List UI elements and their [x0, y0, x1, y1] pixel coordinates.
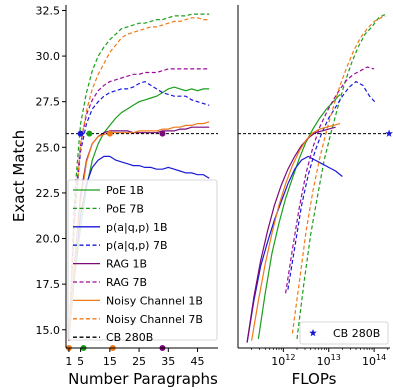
left-legend-label-poe-1b: PoE 1B [106, 184, 144, 197]
left-x-tick-label: 35 [161, 355, 175, 368]
left-legend-label-rag-1b: RAG 1B [106, 258, 147, 271]
right-x-axis-label: FLOPs [292, 370, 337, 388]
left-marker-3 [159, 130, 166, 137]
left-legend-label-rag-7b: RAG 7B [106, 276, 147, 289]
left-x-tick-label: 5 [77, 355, 84, 368]
left-y-tick-label: 22.5 [36, 187, 61, 200]
right-chart-panel: 1012 1013 1014 CB 280B FLOPs [237, 5, 393, 388]
left-series-p-a-q-p-7b [68, 80, 210, 341]
left-marker-1 [86, 130, 93, 137]
left-legend-label-poe-7b: PoE 7B [106, 202, 144, 215]
left-y-axis-label: Exact Match [10, 130, 28, 222]
left-legend-label-cb-280b: CB 280B [106, 331, 153, 344]
left-series-rag-7b [68, 68, 210, 341]
right-star-point-cb-280b [385, 129, 393, 137]
right-series-p-a-q-p-1b [246, 155, 343, 343]
left-y-tick-label: 27.5 [36, 96, 61, 109]
left-x-tick-group: 1 5 15 25 35 45 [65, 348, 205, 368]
left-y-tick-label: 25.0 [36, 141, 61, 154]
right-x-tick-label: 1014 [362, 353, 386, 368]
left-x-tick-label: 25 [132, 355, 146, 368]
right-x-tick-label: 1013 [317, 353, 341, 368]
left-legend-label-p-a-q-p-7b: p(a|q,p) 7B [106, 239, 168, 252]
right-x-tick-group: 1012 1013 1014 [251, 348, 389, 368]
left-y-tick-label: 20.0 [36, 233, 61, 246]
left-legend-label-p-a-q-p-1b: p(a|q,p) 1B [106, 221, 168, 234]
left-series-noisy-channel-7b [68, 17, 210, 339]
left-y-tick-label: 15.0 [36, 324, 61, 337]
left-legend: PoE 1B PoE 7B p(a|q,p) 1B p(a|q,p) 7B RAG 1B… [67, 179, 218, 344]
right-series-group [238, 13, 393, 343]
left-x-tick-label: 15 [103, 355, 117, 368]
right-legend: CB 280B [299, 321, 389, 345]
left-chart-panel: 15.0 17.5 20.0 22.5 25.0 27.5 30.0 32.5 1 5 15 25 3… [10, 4, 218, 388]
left-marker-2 [106, 130, 113, 137]
left-y-tick-group: 15.0 17.5 20.0 22.5 25.0 27.5 30.0 32.5 [36, 4, 66, 337]
right-legend-swatch-cb-280b [309, 329, 317, 337]
right-series-rag-1b [246, 126, 336, 343]
left-y-tick-label: 17.5 [36, 278, 61, 291]
left-y-tick-label: 30.0 [36, 50, 61, 63]
left-series-noisy-channel-1b [68, 121, 210, 341]
left-series-p-a-q-p-1b [68, 155, 210, 341]
right-series-poe-1b [257, 93, 341, 339]
right-series-rag-7b [285, 66, 375, 294]
right-series-poe-7b [296, 13, 386, 339]
left-legend-label-noisy-channel-7b: Noisy Channel 7B [106, 313, 203, 326]
left-x-axis-label: Number Paragraphs [68, 370, 218, 388]
left-y-tick-label: 32.5 [36, 4, 61, 17]
left-marker-group [65, 130, 166, 351]
left-legend-label-noisy-channel-1b: Noisy Channel 1B [106, 294, 203, 307]
left-x-tick-label: 1 [65, 355, 72, 368]
left-series-poe-1b [68, 86, 210, 339]
left-marker-0 [77, 130, 84, 137]
right-legend-label-cb-280b: CB 280B [333, 327, 380, 340]
left-x-tick-label: 45 [191, 355, 205, 368]
left-legend-frame [67, 179, 218, 341]
left-series-group [66, 13, 218, 341]
right-x-tick-label: 1012 [271, 353, 295, 368]
left-series-poe-7b [68, 13, 210, 339]
right-legend-frame [299, 321, 389, 345]
right-series-noisy-channel-1b [251, 123, 341, 341]
